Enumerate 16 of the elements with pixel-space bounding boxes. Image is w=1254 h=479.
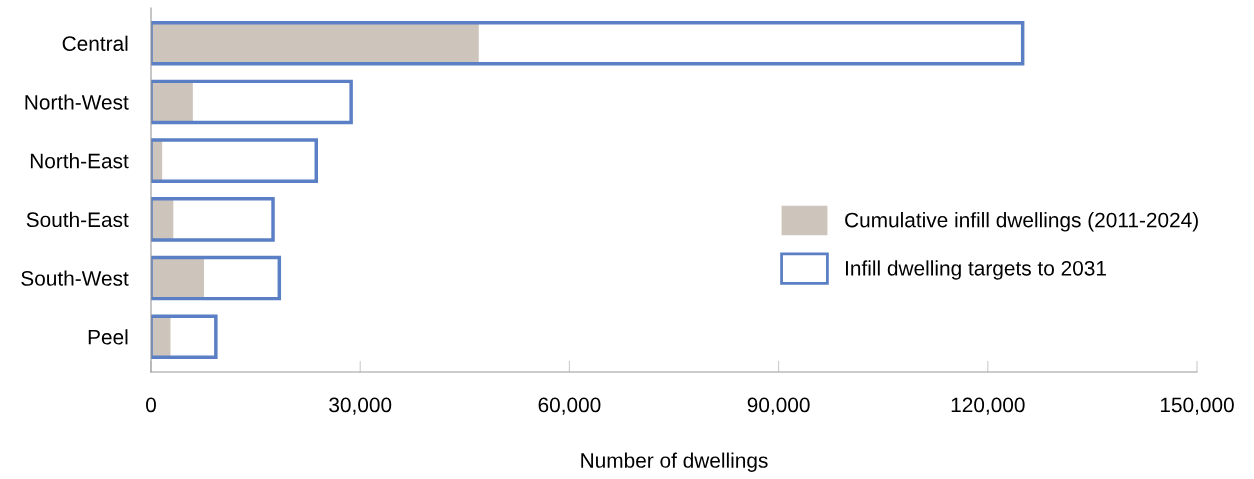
x-tick-label: 120,000 [951,397,1025,415]
x-tick-label: 90,000 [747,397,810,415]
bar [151,22,479,64]
y-tick-label: North-West [25,94,129,110]
y-tick-label: Central [62,35,128,51]
y-tick-label: Peel [88,329,128,345]
x-tick-label: 60,000 [538,397,601,415]
y-tick-label: South-West [21,270,129,286]
x-axis-title: Number of dwellings [581,452,768,472]
x-tick-label: 0 [146,397,156,413]
y-tick-label: North-East [30,153,129,169]
x-tick-label: 150,000 [1160,397,1234,415]
legend-label: Cumulative infill dwellings (2011-2024) [845,212,1198,232]
y-tick-label: South-East [26,211,129,228]
legend-label: Infill dwelling targets to 2031 [845,260,1106,280]
x-tick-label: 30,000 [329,397,392,415]
